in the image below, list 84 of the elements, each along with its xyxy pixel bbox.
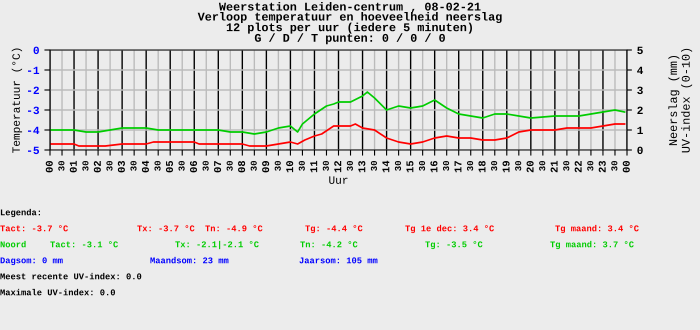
- x-tick-label: 00: [46, 161, 53, 172]
- x-tick-label: 30: [418, 160, 426, 171]
- x-tick-label: 30: [322, 160, 329, 171]
- x-tick-label: 30: [611, 160, 618, 171]
- y-tick-label: -2: [28, 86, 39, 94]
- x-tick-label: 30: [515, 160, 522, 171]
- x-tick-label: 01: [70, 160, 77, 172]
- y-tick-label: -1: [28, 66, 40, 74]
- x-tick-label: 30: [58, 160, 64, 171]
- x-tick-label: 15: [406, 160, 414, 172]
- x-tick-label: 30: [370, 160, 377, 171]
- y2-tick-label: 2: [637, 106, 643, 114]
- x-tick-label: 20: [526, 161, 534, 172]
- y2-tick-label: 4: [637, 66, 644, 74]
- x-tick-label: 30: [106, 160, 113, 171]
- y-tick-label: 0: [34, 46, 39, 54]
- y-axis-title: Temperatuur (°C): [12, 48, 22, 153]
- x-tick-label: 30: [154, 160, 161, 171]
- x-tick-label: 30: [82, 160, 88, 171]
- x-tick-label: 22: [574, 161, 582, 172]
- text: Tg maand: 3.7 °C: [550, 240, 634, 250]
- x-tick-label: 08: [238, 160, 246, 172]
- x-tick-label: 30: [226, 160, 233, 171]
- x-tick-label: 30: [298, 160, 305, 171]
- x-tick-label: 30: [346, 160, 353, 171]
- y-tick-label: -4: [28, 126, 40, 134]
- y2-tick-label: 1: [637, 126, 643, 134]
- text: Maximale UV-index: 0.0: [0, 288, 116, 296]
- x-tick-label: 30: [491, 160, 498, 171]
- text: Tg 1e dec: 3.4 °C: [405, 224, 494, 234]
- x-tick-label: 30: [442, 160, 450, 171]
- text: Noord: [0, 240, 26, 248]
- x-tick-label: 30: [202, 160, 209, 171]
- x-tick-label: 03: [118, 160, 125, 172]
- x-tick-label: 07: [214, 161, 222, 172]
- y2-tick-label: 5: [637, 46, 643, 54]
- x-axis-title: Uur: [329, 176, 348, 184]
- x-tick-label: 13: [358, 160, 366, 172]
- text: Tn: -4.9 °C: [205, 225, 263, 232]
- x-tick-label: 30: [130, 160, 137, 171]
- x-tick-label: 30: [539, 160, 546, 171]
- x-tick-label: 30: [274, 160, 281, 171]
- text: Tx: -3.7 °C: [137, 225, 195, 232]
- text: Tx: -2.1|-2.1 °C: [175, 240, 259, 250]
- text: Dagsom: 0 mm: [0, 257, 63, 266]
- text: Meest recente UV-index: 0.0: [0, 272, 142, 280]
- x-tick-label: 23: [598, 160, 606, 172]
- chart-title: Weerstation Leiden-centrum , 08-02-21: [218, 2, 481, 13]
- y2-axis-title: Neerslag (mm) UV-index (0-10): [668, 48, 692, 152]
- x-tick-label: 12: [334, 161, 342, 172]
- x-tick-label: 05: [166, 160, 174, 172]
- x-tick-label: 00: [622, 161, 630, 172]
- text: Tg maand: 3.4 °C: [555, 224, 639, 234]
- text: Tact: -3.1 °C: [50, 241, 118, 248]
- x-tick-label: 09: [262, 161, 270, 172]
- x-tick-label: 14: [382, 160, 390, 172]
- x-tick-label: 18: [478, 160, 486, 172]
- text: Jaarsom: 105 mm: [299, 257, 378, 264]
- x-tick-label: 06: [190, 161, 198, 172]
- y2-tick-label: 0: [637, 146, 643, 154]
- x-tick-label: 04: [142, 160, 149, 172]
- y-tick-label: -3: [28, 106, 40, 114]
- text: Tg: -3.5 °C: [425, 241, 483, 250]
- text: Maandsom: 23 mm: [150, 256, 228, 264]
- x-tick-label: 21: [550, 160, 558, 172]
- text: Tg: -4.4 °C: [305, 225, 363, 234]
- y2-tick-label: 3: [637, 86, 643, 94]
- chart-subtitle: Verloop temperatuur en hoeveelheid neerslag 12 plots per uur (iedere 5 minuten) G / D / T punten: 0 / 0 / 0: [198, 12, 502, 44]
- x-tick-label: 30: [394, 160, 402, 171]
- x-tick-label: 19: [502, 161, 510, 172]
- x-tick-label: 11: [310, 160, 318, 172]
- text: Legenda:: [0, 208, 40, 218]
- x-tick-label: 30: [563, 160, 570, 171]
- text: Tn: -4.2 °C: [300, 241, 358, 248]
- x-tick-label: 30: [467, 160, 474, 171]
- x-tick-label: 30: [587, 160, 594, 171]
- x-tick-label: 10: [286, 161, 294, 172]
- x-tick-label: 16: [430, 161, 438, 172]
- x-tick-label: 02: [94, 161, 101, 172]
- x-tick-label: 17: [454, 161, 462, 172]
- x-tick-label: 30: [178, 160, 185, 171]
- text: Tact: -3.7 °C: [0, 225, 68, 232]
- x-tick-label: 30: [250, 160, 257, 171]
- y-tick-label: -5: [28, 146, 40, 154]
